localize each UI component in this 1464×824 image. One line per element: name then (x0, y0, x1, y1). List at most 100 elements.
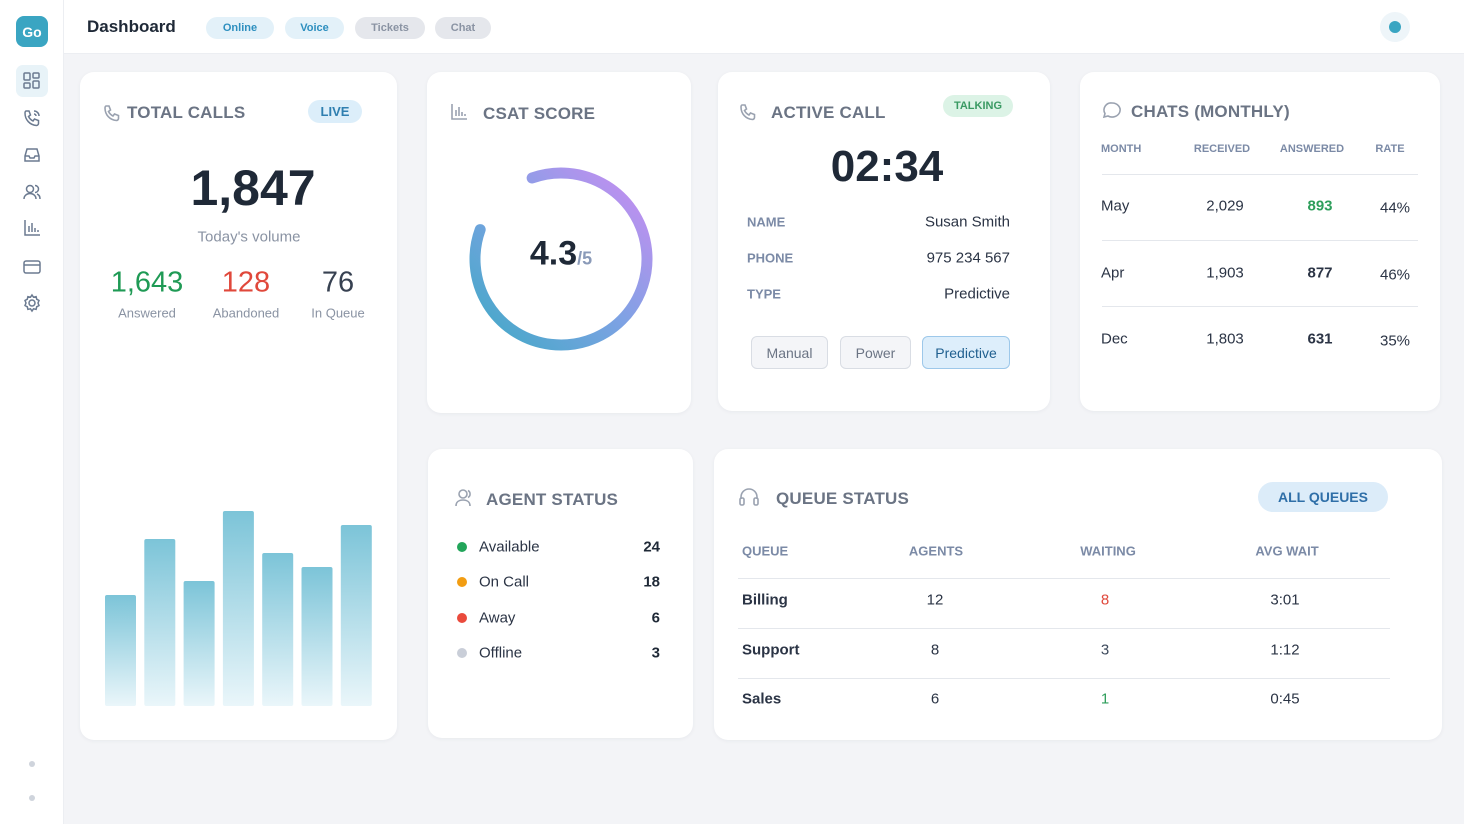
score-max: /5 (577, 248, 593, 269)
total-value: 1,847 (190, 160, 316, 216)
mode-button[interactable]: Power (840, 336, 911, 369)
card-title: CSAT SCORE (483, 104, 596, 123)
column-header: WAITING (1080, 543, 1136, 559)
nav-active-bg (16, 65, 48, 97)
queue-status-card: QUEUE STATUS ALL QUEUES QUEUE AGENTS WAITI… (714, 449, 1442, 740)
status-badge: TALKING (943, 95, 1013, 117)
cell: 6 (930, 690, 940, 708)
stat-value: 128 (221, 266, 271, 299)
stat-label: Abandoned (212, 305, 280, 321)
nav-dot (29, 761, 35, 767)
row-divider (738, 678, 1390, 679)
score-value: 4.3 (529, 234, 578, 273)
cell: 3:01 (1270, 591, 1300, 609)
sidebar: Go (0, 0, 64, 824)
card-title: AGENT STATUS (486, 490, 619, 509)
cell: 1,803 (1206, 330, 1244, 348)
csat-card: CSAT SCORE 4.3/5 (427, 72, 691, 413)
cell: 35% (1379, 332, 1411, 350)
cell: 893 (1307, 197, 1333, 215)
card-title: CHATS (MONTHLY) (1131, 102, 1290, 121)
nav-agents[interactable] (22, 182, 42, 202)
chat-icon (1102, 102, 1121, 119)
phone-icon (740, 104, 756, 121)
nav-settings[interactable] (22, 293, 42, 313)
cell: 1 (1100, 690, 1110, 708)
field-label: TYPE (747, 286, 781, 302)
nav-dashboard[interactable] (22, 71, 42, 91)
stat-label: In Queue (311, 305, 365, 321)
active-call-card: ACTIVE CALL TALKING 02:34 NAME Susan Smit… (718, 72, 1050, 411)
status-dot (1389, 21, 1401, 33)
status-count: 3 (651, 644, 660, 662)
card-title: QUEUE STATUS (776, 489, 910, 508)
row-divider (738, 628, 1390, 629)
phone-icon (104, 105, 120, 122)
cell: 1,903 (1206, 264, 1244, 281)
bar (144, 539, 176, 706)
row-divider (1102, 174, 1418, 175)
cell: Apr (1101, 264, 1125, 281)
csat-gauge (469, 167, 653, 351)
logo[interactable]: Go (16, 16, 48, 47)
field-value: Susan Smith (924, 213, 1010, 231)
column-header: QUEUE (742, 543, 789, 559)
column-header: RATE (1375, 143, 1405, 155)
cell: Sales (742, 690, 782, 708)
cell: 2,029 (1206, 197, 1244, 215)
bar (301, 567, 333, 706)
row-divider (1102, 240, 1418, 241)
tab[interactable]: Tickets (355, 17, 425, 39)
status-dot (457, 612, 467, 623)
nav-calls[interactable] (22, 108, 42, 128)
headset-icon (739, 488, 759, 506)
mode-button[interactable]: Predictive (922, 336, 1010, 369)
bar (105, 595, 136, 706)
cell: Billing (742, 591, 788, 609)
mode-button[interactable]: Manual (751, 336, 828, 369)
bar (222, 511, 254, 706)
total-calls-card: TOTAL CALLS LIVE 1,847 Today's volume 1,… (80, 72, 397, 740)
status-dot (457, 577, 467, 588)
cell: May (1101, 197, 1130, 215)
status-label: Offline (479, 644, 523, 662)
tab[interactable]: Chat (435, 17, 491, 39)
avatar[interactable] (1380, 12, 1410, 42)
tab[interactable]: Online (206, 17, 274, 39)
cell: 0:45 (1270, 690, 1300, 708)
tab[interactable]: Voice (285, 17, 344, 39)
cell: 12 (926, 591, 944, 609)
cell: 3 (1100, 641, 1110, 658)
cell: 44% (1379, 199, 1411, 217)
agent-icon (455, 489, 471, 507)
column-header: ANSWERED (1279, 143, 1345, 155)
cell: Support (742, 641, 800, 658)
row-divider (1102, 306, 1418, 307)
status-count: 6 (651, 609, 660, 627)
nav-inbox[interactable] (22, 145, 42, 165)
page-title: Dashboard (87, 17, 176, 36)
gauge-arc (469, 167, 653, 351)
status-label: Away (479, 609, 516, 627)
card-title: ACTIVE CALL (771, 103, 886, 122)
status-count: 24 (643, 538, 660, 556)
live-badge: LIVE (308, 100, 362, 123)
nav-dot (29, 795, 35, 801)
stat-value: 1,643 (110, 266, 184, 299)
nav-reports[interactable] (22, 218, 42, 238)
all-queues-button[interactable]: ALL QUEUES (1258, 482, 1388, 512)
bar (340, 525, 372, 706)
status-count: 18 (643, 573, 660, 591)
bar (183, 581, 215, 706)
column-header: AVG WAIT (1255, 543, 1319, 559)
header: Dashboard Online Voice Tickets Chat (64, 0, 1464, 54)
cell: 1:12 (1270, 641, 1300, 658)
column-header: AGENTS (908, 543, 964, 559)
csat-score: 4.3/5 (530, 235, 592, 274)
column-header: MONTH (1101, 143, 1142, 155)
status-dot (457, 647, 467, 658)
cell: 8 (930, 641, 940, 658)
nav-billing[interactable] (22, 257, 42, 277)
bar (262, 553, 294, 706)
